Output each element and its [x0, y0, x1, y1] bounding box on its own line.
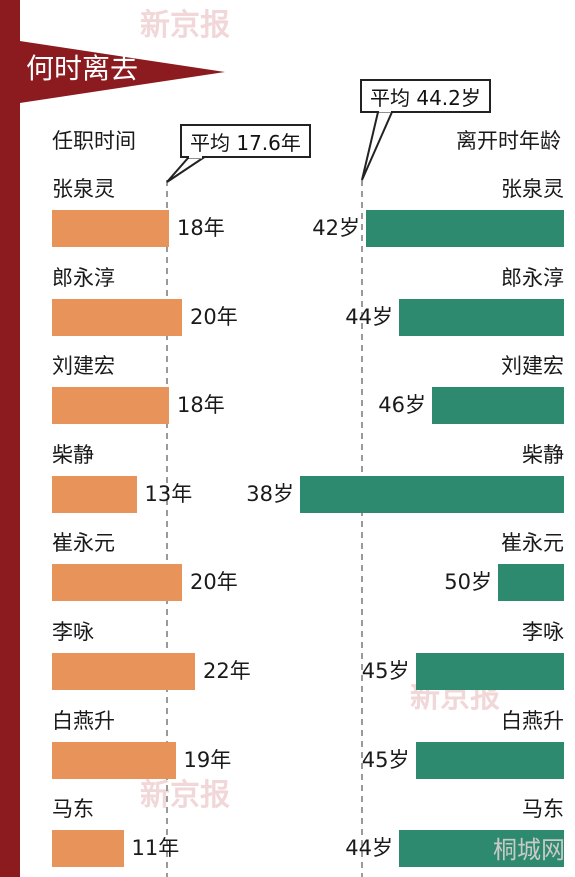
- tenure-header: 任职时间: [52, 129, 136, 153]
- tenure-value-label: 22年: [203, 659, 251, 683]
- side-accent-bar: [0, 0, 20, 877]
- tenure-bar: [52, 742, 176, 779]
- age-name-label: 郎永淳: [501, 266, 564, 290]
- tenure-bar: [52, 830, 124, 867]
- age-bar: [399, 299, 564, 336]
- age-bar: [300, 476, 564, 513]
- age-header: 离开时年龄: [456, 129, 561, 153]
- tenure-value-label: 19年: [183, 748, 232, 772]
- tenure-value-label: 11年: [131, 836, 180, 860]
- age-bar: [366, 210, 564, 247]
- age-bar: [415, 742, 564, 779]
- tenure-value-label: 13年: [144, 482, 193, 506]
- tenure-name-label: 马东: [52, 797, 94, 821]
- age-name-label: 白燕升: [501, 709, 564, 733]
- site-logo: 桐城网: [493, 836, 565, 864]
- age-value-label: 42岁: [312, 216, 360, 240]
- age-bar: [498, 564, 564, 601]
- age-name-label: 李咏: [522, 620, 564, 644]
- age-bar: [432, 387, 564, 424]
- age-value-label: 45岁: [361, 659, 410, 683]
- tenure-bar: [52, 210, 169, 247]
- age-value-label: 50岁: [444, 570, 492, 594]
- watermark: 新京报: [140, 8, 230, 43]
- age-value-label: 38岁: [246, 482, 294, 506]
- age-value-label: 44岁: [345, 836, 393, 860]
- tenure-bar: [52, 564, 182, 601]
- age-value-label: 46岁: [378, 393, 426, 417]
- age-name-label: 刘建宏: [501, 354, 564, 378]
- age-name-label: 崔永元: [501, 531, 564, 555]
- tenure-name-label: 张泉灵: [52, 177, 115, 201]
- chart-title: 何时离去: [26, 52, 139, 85]
- tenure-bar: [52, 387, 169, 424]
- age-name-label: 柴静: [522, 443, 564, 467]
- age-name-label: 马东: [522, 797, 564, 821]
- tenure-average-callout: 平均 17.6年: [180, 124, 311, 158]
- tenure-value-label: 18年: [177, 216, 225, 240]
- tenure-name-label: 崔永元: [52, 531, 115, 555]
- tenure-bar: [52, 476, 137, 513]
- age-bar: [399, 830, 564, 867]
- age-average-callout: 平均 44.2岁: [360, 79, 491, 113]
- tenure-bar: [52, 653, 195, 690]
- tenure-value-label: 18年: [177, 393, 225, 417]
- tenure-value-label: 20年: [190, 570, 238, 594]
- tenure-name-label: 刘建宏: [52, 354, 115, 378]
- tenure-name-label: 柴静: [52, 443, 94, 467]
- title-banner: [0, 38, 225, 106]
- tenure-name-label: 郎永淳: [52, 266, 115, 290]
- age-name-label: 张泉灵: [501, 177, 564, 201]
- tenure-value-label: 20年: [190, 305, 238, 329]
- watermark: 新京报: [140, 778, 230, 813]
- tenure-name-label: 白燕升: [52, 709, 115, 733]
- age-bar: [415, 653, 564, 690]
- age-value-label: 45岁: [361, 748, 410, 772]
- age-value-label: 44岁: [345, 305, 393, 329]
- tenure-name-label: 李咏: [52, 620, 94, 644]
- tenure-bar: [52, 299, 182, 336]
